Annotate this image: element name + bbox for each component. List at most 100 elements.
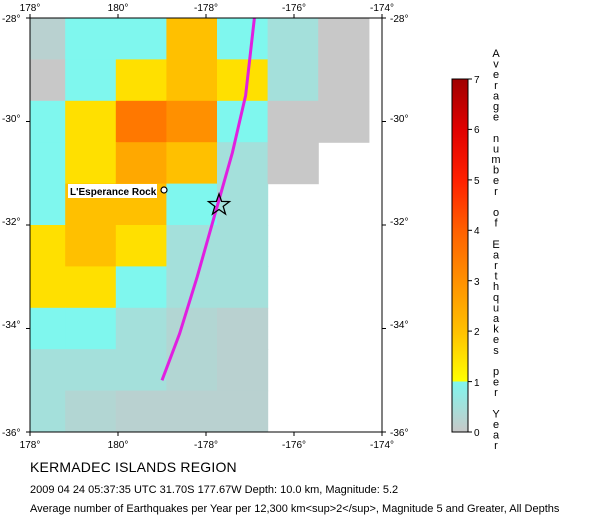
- event-details: 2009 04 24 05:37:35 UTC 31.70S 177.67W D…: [30, 484, 399, 496]
- colorbar-title-letter: m: [491, 154, 500, 166]
- rate-cell: [30, 266, 66, 309]
- colorbar-title-letter: v: [493, 59, 499, 71]
- tick-label: -32°: [2, 217, 20, 228]
- colorbar-title-letter: e: [493, 377, 499, 389]
- rate-cell: [318, 59, 370, 102]
- rate-cell: [318, 100, 370, 143]
- place-label-background: [68, 184, 157, 198]
- colorbar-tick-label: 2: [474, 327, 480, 338]
- tick-label: -34°: [390, 320, 408, 331]
- rate-cell: [217, 307, 269, 350]
- rate-cell: [217, 18, 269, 60]
- rate-cell: [115, 307, 167, 350]
- colorbar-title-letter: s: [493, 345, 499, 357]
- colorbar-title-letter: q: [493, 292, 499, 304]
- colorbar-title-letter: e: [493, 112, 499, 124]
- rate-cell: [166, 18, 218, 60]
- rate-cell: [166, 100, 218, 143]
- colorbar-tickmarks: [468, 78, 472, 433]
- rate-cell: [65, 59, 117, 102]
- rate-cell: [65, 225, 117, 267]
- rate-cell: [65, 307, 117, 350]
- place-dot-icon: [160, 186, 168, 194]
- colorbar-tick-label: 6: [474, 125, 480, 136]
- top-axis-labels: 178° 180° -178° -176° -174°: [20, 3, 394, 14]
- rate-cell: [166, 183, 218, 226]
- colorbar-title-letter: u: [493, 143, 499, 155]
- rate-cell: [115, 390, 167, 432]
- rate-cell: [65, 142, 117, 185]
- right-axis-labels: -28° -30° -32° -34° -36°: [390, 14, 408, 439]
- tick-label: 180°: [108, 3, 129, 14]
- colorbar-tick-label: 4: [474, 226, 480, 237]
- tick-label: -30°: [2, 114, 20, 125]
- colorbar-title-letter: a: [493, 90, 500, 102]
- rate-cell: [217, 349, 269, 392]
- colorbar-title-letter: p: [493, 366, 499, 378]
- rate-cell: [115, 100, 167, 143]
- colorbar-title-letter: e: [493, 419, 499, 431]
- rate-cell: [115, 18, 167, 60]
- rate-cell: [65, 349, 117, 392]
- tick-label: -28°: [2, 14, 20, 25]
- tick-label: -32°: [390, 217, 408, 228]
- rate-cell: [166, 349, 218, 392]
- rate-cell: [30, 225, 66, 267]
- rate-cell: [30, 18, 66, 60]
- colorbar-tick-label: 3: [474, 277, 480, 288]
- tick-label: 180°: [108, 440, 129, 451]
- rate-cell: [30, 183, 66, 226]
- rate-cell: [267, 59, 319, 102]
- tick-label: -178°: [194, 3, 218, 14]
- colorbar-title-letter: e: [493, 69, 499, 81]
- rate-cell: [30, 390, 66, 432]
- rate-cell: [217, 266, 269, 309]
- colorbar-title-letter: Y: [492, 408, 500, 420]
- colorbar-tick-label: 7: [474, 75, 480, 86]
- colorbar-tick-label: 5: [474, 176, 480, 187]
- colorbar-title-letter: o: [493, 207, 499, 219]
- colorbar-title-letter: e: [493, 175, 499, 187]
- rate-grid: [30, 18, 370, 432]
- rate-cell: [166, 142, 218, 185]
- rate-cell: [30, 349, 66, 392]
- colorbar-tick-label: 1: [474, 378, 480, 389]
- colorbar-title-letter: a: [493, 313, 500, 325]
- colorbar-title-letter: E: [492, 239, 499, 251]
- rate-cell: [65, 100, 117, 143]
- rate-cell: [65, 390, 117, 432]
- tick-label: -36°: [390, 428, 408, 439]
- colorbar: 0 1 2 3 4 5 6 7 AveragenumberofEarthquak…: [451, 48, 501, 452]
- rate-cell: [115, 142, 167, 185]
- region-title: KERMADEC ISLANDS REGION: [30, 459, 237, 475]
- rate-cell: [115, 349, 167, 392]
- rate-cell: [115, 266, 167, 309]
- place-marker: L'Esperance Rock: [68, 184, 168, 198]
- tick-label: -176°: [282, 3, 306, 14]
- colorbar-title-letter: r: [494, 387, 498, 399]
- colorbar-ticks: 0 1 2 3 4 5 6 7: [474, 75, 480, 439]
- rate-cell: [267, 142, 319, 185]
- rate-cell: [115, 59, 167, 102]
- colorbar-ramp: [451, 78, 469, 433]
- rate-cell: [166, 307, 218, 350]
- colorbar-title-letter: f: [494, 218, 498, 230]
- colorbar-title-letter: r: [494, 260, 498, 272]
- rate-cell: [267, 100, 319, 143]
- bottom-axis-labels: 178° 180° -178° -176° -174°: [20, 440, 394, 451]
- colorbar-title-letter: n: [493, 133, 499, 145]
- rate-cell: [166, 59, 218, 102]
- colorbar-title-letter: b: [493, 165, 499, 177]
- colorbar-title-letter: A: [492, 48, 500, 60]
- plate-boundary-line: [160, 18, 256, 381]
- rate-cell: [115, 225, 167, 267]
- colorbar-title-letter: a: [493, 249, 500, 261]
- rate-cell: [30, 142, 66, 185]
- tick-label: -174°: [370, 3, 394, 14]
- colorbar-title-letter: a: [493, 430, 500, 442]
- colorbar-title-letter: u: [493, 302, 499, 314]
- tick-label: -176°: [282, 440, 306, 451]
- map-footnote: Average number of Earthquakes per Year p…: [30, 503, 560, 515]
- tick-label: -30°: [390, 114, 408, 125]
